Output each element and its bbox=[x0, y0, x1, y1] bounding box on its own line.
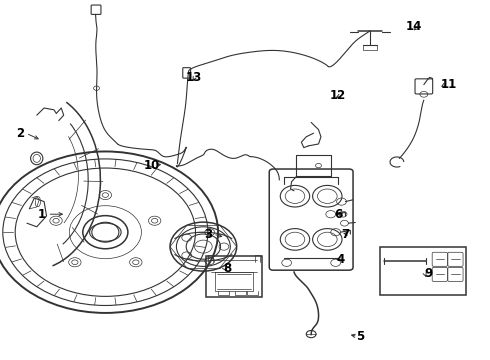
Text: 11: 11 bbox=[440, 78, 457, 91]
Bar bbox=[380, 247, 466, 295]
Text: 12: 12 bbox=[330, 89, 346, 102]
Text: 9: 9 bbox=[425, 267, 433, 280]
Text: 4: 4 bbox=[337, 253, 344, 266]
Text: 2: 2 bbox=[17, 127, 24, 140]
Text: 6: 6 bbox=[334, 208, 342, 221]
Text: 7: 7 bbox=[342, 228, 349, 240]
Text: 10: 10 bbox=[144, 159, 160, 172]
Text: 1: 1 bbox=[38, 208, 46, 221]
Text: 8: 8 bbox=[224, 262, 232, 275]
Text: 14: 14 bbox=[406, 21, 422, 33]
Text: 5: 5 bbox=[356, 330, 364, 343]
Text: 13: 13 bbox=[185, 71, 202, 84]
Text: 3: 3 bbox=[204, 228, 212, 240]
Bar bbox=[206, 256, 262, 297]
